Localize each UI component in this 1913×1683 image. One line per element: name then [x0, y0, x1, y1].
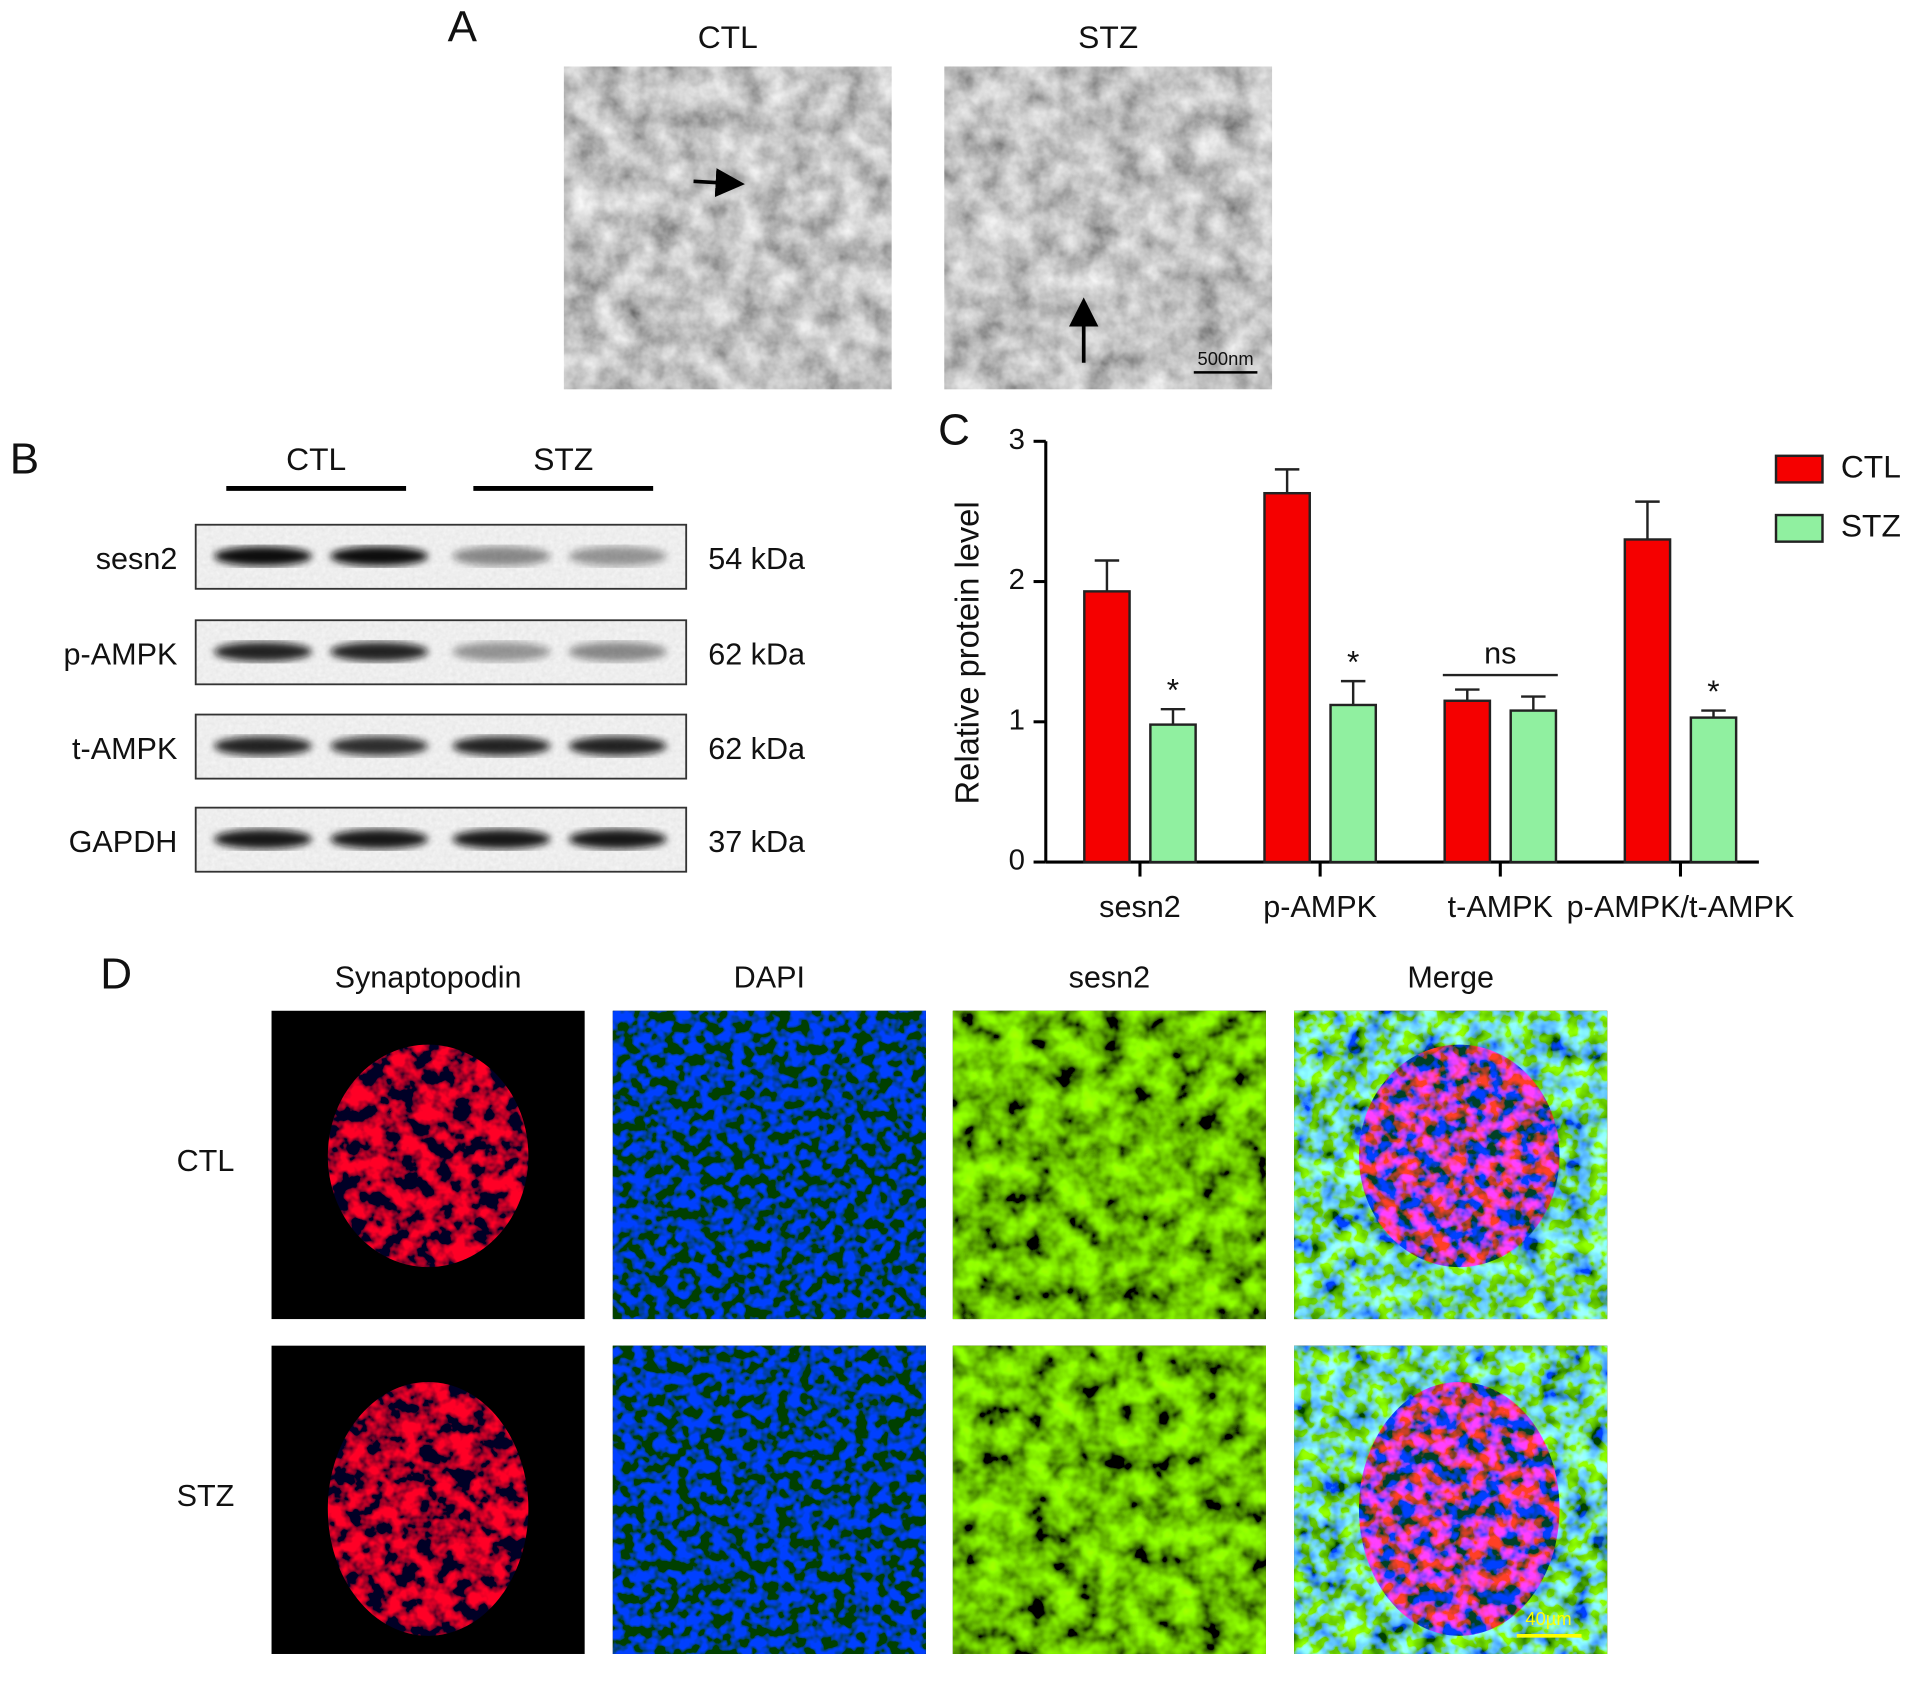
blot-band: [214, 642, 312, 662]
significance-mark: *: [1347, 644, 1359, 680]
column-label: Synaptopodin: [335, 960, 522, 994]
blot-band: [330, 546, 429, 566]
legend-label: CTL: [1841, 449, 1901, 485]
blot-band: [568, 642, 667, 662]
x-tick-label: t-AMPK: [1448, 890, 1553, 924]
bar: [1329, 703, 1378, 864]
legend-label: STZ: [1841, 508, 1901, 544]
blot-border: [194, 713, 688, 780]
group-label: STZ: [533, 441, 593, 477]
row-label: STZ: [177, 1479, 235, 1513]
x-tick-label: p-AMPK/t-AMPK: [1567, 890, 1795, 924]
significance-mark: *: [1707, 673, 1719, 709]
bar: [1509, 709, 1558, 864]
column-label: STZ: [1078, 19, 1138, 55]
legend-swatch: [1774, 454, 1824, 484]
bar: [1263, 491, 1311, 864]
blot-band: [214, 546, 312, 566]
size-label: 62 kDa: [708, 732, 805, 766]
legend-swatch: [1774, 513, 1824, 543]
blot-band: [330, 642, 429, 662]
blot-band: [330, 736, 429, 756]
scale-bar-label: 500nm: [1198, 348, 1254, 369]
blot-band: [568, 829, 667, 849]
bar: [1083, 590, 1131, 864]
green-signal: [952, 1345, 1266, 1654]
protein-label: sesn2: [96, 542, 178, 576]
nuclei: [612, 1345, 926, 1654]
scale-bar-label: 40µm: [1525, 1608, 1571, 1629]
glomerulus: [327, 1044, 529, 1268]
blot-band: [568, 736, 667, 756]
micrograph: [944, 66, 1273, 390]
blot-band: [568, 546, 667, 566]
y-tick-label: 0: [1009, 845, 1025, 877]
y-tick-label: 3: [1009, 424, 1025, 456]
bar: [1623, 538, 1672, 864]
y-tick-label: 2: [1009, 564, 1025, 596]
blot-band: [214, 829, 312, 849]
significance-label: ns: [1484, 637, 1516, 671]
nuclei: [1294, 1345, 1608, 1654]
x-tick-label: p-AMPK: [1263, 890, 1377, 924]
column-label: Merge: [1407, 960, 1494, 994]
size-label: 37 kDa: [708, 825, 805, 859]
size-label: 54 kDa: [708, 542, 805, 576]
blot-band: [452, 642, 551, 662]
blot-band: [214, 736, 312, 756]
glomerulus: [327, 1381, 529, 1636]
blot-band: [330, 829, 429, 849]
column-label: sesn2: [1069, 960, 1151, 994]
protein-label: GAPDH: [69, 825, 178, 859]
panel-label: B: [10, 435, 39, 484]
y-tick-label: 1: [1009, 705, 1025, 737]
bar: [1149, 723, 1197, 864]
row-label: CTL: [177, 1144, 235, 1178]
blot-border: [194, 806, 688, 873]
bar: [1689, 716, 1738, 864]
column-label: DAPI: [734, 960, 805, 994]
micrograph: [563, 66, 892, 390]
nuclei: [612, 1010, 926, 1320]
blot-band: [452, 736, 551, 756]
green-signal: [952, 1010, 1266, 1320]
group-label: CTL: [286, 441, 346, 477]
panel-label: C: [938, 406, 970, 455]
panel-label: D: [100, 950, 132, 999]
size-label: 62 kDa: [708, 638, 805, 672]
x-tick-label: sesn2: [1099, 890, 1181, 924]
arrow: [693, 168, 745, 198]
nuclei: [1294, 1010, 1608, 1320]
panel-label: A: [448, 3, 478, 52]
protein-label: t-AMPK: [72, 732, 177, 766]
blot-border: [194, 523, 688, 590]
significance-mark: *: [1167, 672, 1179, 708]
y-axis-label: Relative protein level: [949, 501, 986, 804]
bar: [1443, 699, 1492, 864]
blot-band: [452, 546, 551, 566]
protein-label: p-AMPK: [64, 638, 178, 672]
column-label: CTL: [698, 19, 758, 55]
blot-band: [452, 829, 551, 849]
blot-border: [194, 619, 688, 686]
